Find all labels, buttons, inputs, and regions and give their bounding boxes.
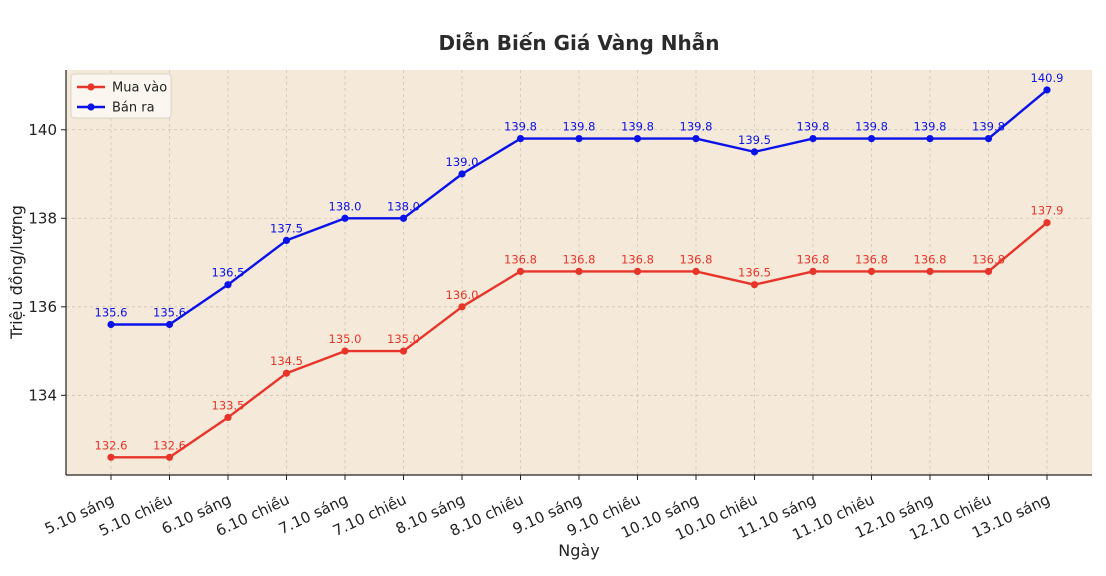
data-point [458,170,466,178]
data-label: 136.5 [738,266,771,280]
data-point [399,214,408,222]
legend-swatch-marker [87,83,95,91]
y-axis-label: Triệu đồng/lượng [7,205,26,340]
data-point [282,369,291,377]
data-point [984,267,993,275]
data-label: 133.5 [212,398,245,412]
data-label: 136.8 [680,252,713,266]
data-point [516,135,525,143]
data-point [809,135,817,143]
series-1: 135.6 135.6 136.5 137.5 138.0 138.0 139.0 139.8… [95,71,1064,329]
data-label: 132.6 [95,438,128,452]
data-label: 135.0 [329,332,362,346]
data-label: 139.5 [738,133,771,147]
data-label: 139.8 [680,120,713,134]
legend: Mua vào Bán ra [70,73,172,119]
data-label: 137.5 [270,221,303,235]
data-point [926,267,934,275]
data-label: 136.0 [446,288,479,302]
data-point [165,453,174,461]
data-point [633,267,642,275]
data-label: 136.8 [504,252,537,266]
data-point [341,347,349,355]
data-point [224,413,232,422]
data-point [458,303,466,311]
data-label: 136.8 [563,252,596,266]
data-label: 136.5 [212,266,245,280]
y-tick-label: 136 [28,298,57,316]
data-point [282,236,291,245]
data-label: 136.8 [914,252,947,266]
data-label: 135.6 [95,306,128,320]
data-point [165,320,174,329]
data-point [575,135,583,143]
data-label: 136.8 [855,252,888,266]
data-label: 139.8 [972,120,1005,134]
data-point [809,267,817,275]
data-label: 132.6 [153,438,186,452]
data-label: 139.8 [914,120,947,134]
data-point [692,267,700,275]
data-label: 139.0 [446,155,479,169]
data-point [224,281,232,289]
data-point [399,347,408,355]
chart-title: Diễn Biến Giá Vàng Nhẫn [439,31,720,55]
series-layer: 132.6 132.6 133.5 134.5 135.0 135.0 136.0 136.8… [95,71,1064,461]
data-point [633,135,642,143]
data-point [984,135,993,143]
data-point [750,148,759,156]
x-axis-label: Ngày [558,541,599,560]
data-point [107,320,115,329]
data-label: 134.5 [270,354,303,368]
data-label: 139.8 [797,120,830,134]
legend-swatch-marker [87,103,95,111]
data-point [692,135,700,143]
legend-entry: Bán ra [112,101,155,116]
y-tick-label: 134 [28,386,57,404]
series-0: 132.6 132.6 133.5 134.5 135.0 135.0 136.0 136.8… [95,204,1064,461]
data-label: 135.0 [387,332,420,346]
data-label: 140.9 [1031,71,1064,85]
data-label: 138.0 [387,199,420,213]
data-point [516,267,525,275]
data-label: 138.0 [329,199,362,213]
data-label: 136.8 [797,252,830,266]
data-point [341,214,349,222]
data-label: 139.8 [621,120,654,134]
data-label: 135.6 [153,306,186,320]
data-point [926,135,934,143]
data-label: 137.9 [1031,204,1064,218]
legend-entry: Mua vào [112,81,167,96]
data-label: 139.8 [855,120,888,134]
data-point [867,135,876,143]
data-point [750,281,759,289]
data-point [867,267,876,275]
data-point [1043,219,1051,227]
data-point [107,453,115,461]
data-point [1043,86,1051,94]
y-tick-label: 138 [28,209,57,227]
y-tick-label: 140 [28,121,57,139]
data-label: 136.8 [621,252,654,266]
data-point [575,267,583,275]
data-label: 136.8 [972,252,1005,266]
data-label: 139.8 [504,120,537,134]
data-label: 139.8 [563,120,596,134]
